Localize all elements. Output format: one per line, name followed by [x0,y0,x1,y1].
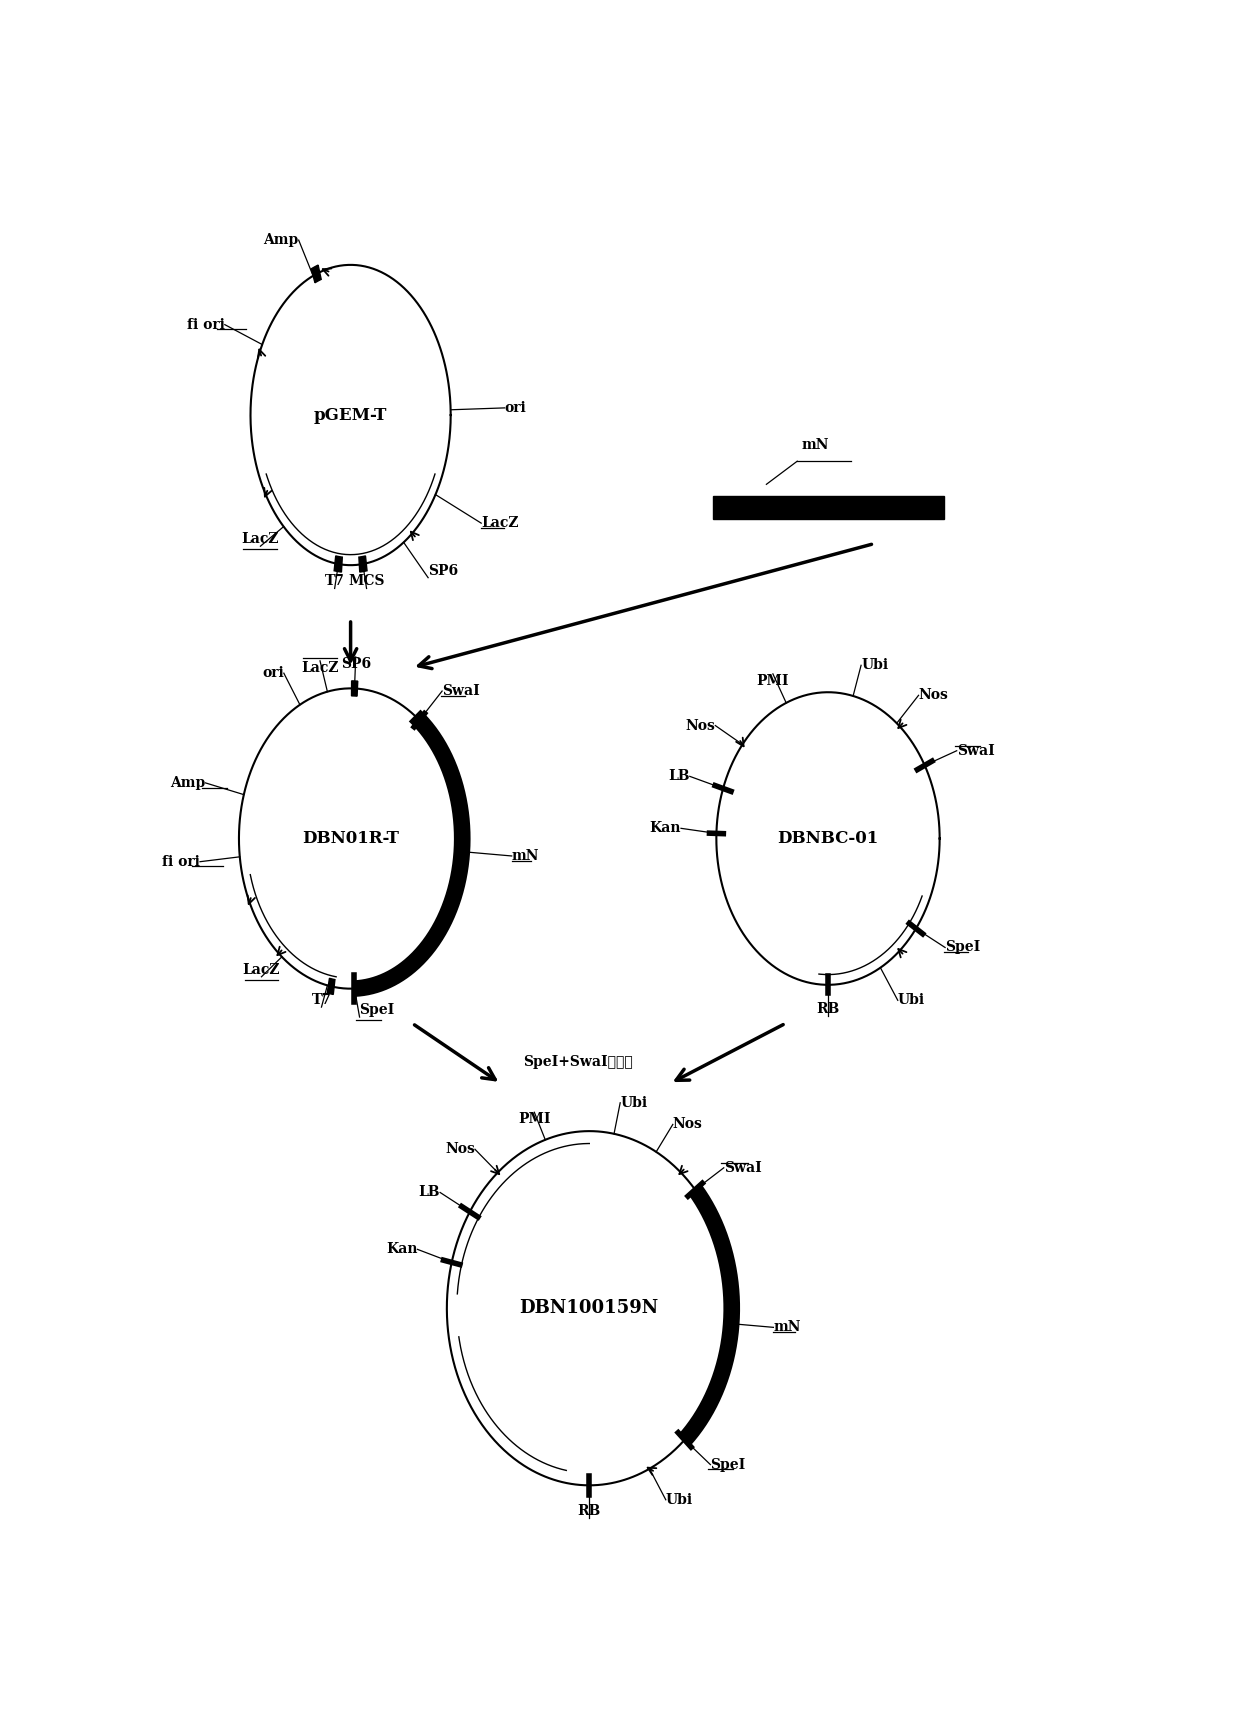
Text: SwaI: SwaI [957,744,994,758]
Text: LacZ: LacZ [242,532,279,545]
Text: Ubi: Ubi [898,994,925,1008]
Text: RB: RB [578,1503,601,1517]
Text: mN: mN [801,438,828,452]
Text: LB: LB [419,1186,440,1200]
Text: RB: RB [816,1003,839,1017]
Text: mN: mN [774,1320,801,1334]
Polygon shape [311,266,321,283]
Text: SP6: SP6 [428,564,459,578]
Text: fi ori: fi ori [187,318,224,331]
Text: T7: T7 [311,992,331,1006]
Text: Ubi: Ubi [861,658,888,673]
Text: Nos: Nos [686,718,715,732]
Text: LacZ: LacZ [481,516,518,530]
Text: SpeI+SwaI双酶切: SpeI+SwaI双酶切 [523,1055,632,1068]
Polygon shape [358,556,367,571]
Text: DBNBC-01: DBNBC-01 [777,830,879,847]
Text: SwaI: SwaI [724,1162,761,1175]
Text: Ubi: Ubi [666,1493,693,1507]
Text: LacZ: LacZ [301,661,339,675]
Text: DBN100159N: DBN100159N [520,1300,658,1317]
Text: SpeI: SpeI [360,1003,394,1017]
Text: SwaI: SwaI [443,683,480,697]
Bar [713,495,944,520]
Text: Amp: Amp [170,777,206,791]
Text: Nos: Nos [919,689,949,702]
Text: T7: T7 [325,575,345,589]
Text: fi ori: fi ori [162,854,200,868]
Text: SpeI: SpeI [945,941,981,954]
Text: DBN01R-T: DBN01R-T [303,830,399,847]
Text: SP6: SP6 [341,658,371,671]
Text: SpeI: SpeI [711,1457,745,1472]
Text: Amp: Amp [263,233,299,247]
Polygon shape [327,979,335,994]
Text: pGEM-T: pGEM-T [314,407,387,423]
Text: LacZ: LacZ [243,963,280,977]
Polygon shape [351,680,358,696]
Text: PMI: PMI [756,673,789,689]
Text: Nos: Nos [673,1117,703,1132]
Text: ori: ori [262,666,284,680]
Text: PMI: PMI [518,1112,551,1127]
Text: Nos: Nos [445,1143,475,1156]
Text: MCS: MCS [348,575,384,589]
Text: Kan: Kan [650,822,681,835]
Text: Ubi: Ubi [620,1096,647,1110]
Text: LB: LB [668,770,689,784]
Text: mN: mN [512,849,539,863]
Text: Kan: Kan [386,1243,418,1257]
Text: ori: ori [505,400,526,414]
Polygon shape [334,556,342,571]
